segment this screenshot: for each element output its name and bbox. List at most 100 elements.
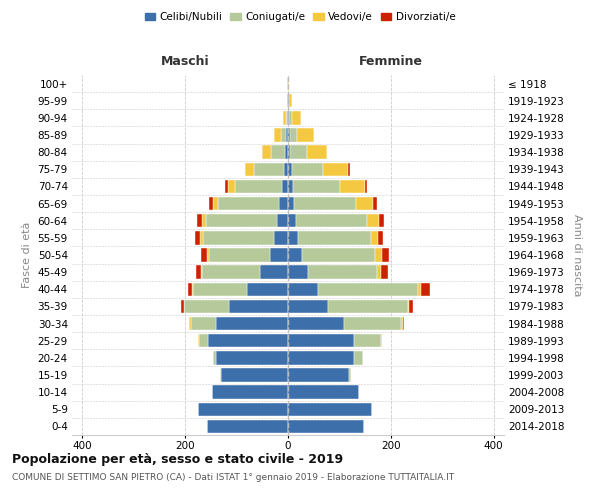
- Bar: [191, 317, 216, 330]
- Bar: [288, 162, 292, 176]
- Bar: [308, 266, 377, 279]
- Bar: [277, 214, 288, 228]
- Bar: [235, 180, 282, 193]
- Bar: [274, 128, 281, 141]
- Bar: [378, 231, 383, 244]
- Bar: [354, 334, 380, 347]
- Bar: [216, 317, 288, 330]
- Bar: [288, 214, 296, 228]
- Bar: [293, 197, 356, 210]
- Legend: Celibi/Nubili, Coniugati/e, Vedovi/e, Divorziati/e: Celibi/Nubili, Coniugati/e, Vedovi/e, Di…: [140, 8, 460, 26]
- Bar: [189, 317, 191, 330]
- Bar: [288, 77, 289, 90]
- Bar: [323, 162, 348, 176]
- Bar: [198, 402, 288, 416]
- Bar: [192, 282, 193, 296]
- Bar: [288, 197, 293, 210]
- Bar: [289, 111, 292, 124]
- Bar: [229, 300, 288, 313]
- Y-axis label: Anni di nascita: Anni di nascita: [572, 214, 582, 296]
- Bar: [247, 282, 288, 296]
- Bar: [376, 248, 382, 262]
- Bar: [381, 266, 388, 279]
- Bar: [195, 231, 200, 244]
- Bar: [421, 282, 430, 296]
- Bar: [328, 300, 408, 313]
- Bar: [288, 420, 364, 433]
- Bar: [216, 351, 288, 364]
- Bar: [181, 300, 184, 313]
- Bar: [218, 197, 279, 210]
- Bar: [228, 180, 235, 193]
- Bar: [271, 146, 286, 159]
- Bar: [260, 266, 288, 279]
- Bar: [290, 128, 297, 141]
- Bar: [288, 248, 302, 262]
- Bar: [380, 334, 382, 347]
- Y-axis label: Fasce di età: Fasce di età: [22, 222, 32, 288]
- Bar: [373, 197, 377, 210]
- Bar: [377, 266, 381, 279]
- Bar: [288, 231, 298, 244]
- Text: Femmine: Femmine: [359, 55, 423, 68]
- Bar: [348, 162, 350, 176]
- Bar: [367, 214, 379, 228]
- Bar: [354, 351, 363, 364]
- Bar: [418, 282, 421, 296]
- Bar: [274, 231, 288, 244]
- Bar: [292, 111, 301, 124]
- Bar: [288, 334, 354, 347]
- Bar: [382, 248, 389, 262]
- Bar: [288, 402, 372, 416]
- Bar: [297, 128, 314, 141]
- Bar: [288, 146, 290, 159]
- Bar: [288, 386, 359, 399]
- Bar: [409, 300, 413, 313]
- Bar: [281, 128, 286, 141]
- Bar: [302, 248, 376, 262]
- Bar: [288, 266, 308, 279]
- Bar: [293, 180, 340, 193]
- Bar: [201, 248, 207, 262]
- Bar: [196, 266, 200, 279]
- Bar: [197, 214, 202, 228]
- Bar: [288, 368, 349, 382]
- Bar: [221, 368, 288, 382]
- Bar: [408, 300, 409, 313]
- Bar: [286, 128, 288, 141]
- Bar: [290, 146, 307, 159]
- Bar: [209, 248, 270, 262]
- Bar: [284, 162, 288, 176]
- Bar: [200, 231, 203, 244]
- Bar: [200, 266, 202, 279]
- Bar: [286, 146, 288, 159]
- Bar: [202, 266, 260, 279]
- Bar: [283, 111, 286, 124]
- Text: Maschi: Maschi: [161, 55, 209, 68]
- Bar: [344, 317, 401, 330]
- Bar: [286, 111, 287, 124]
- Bar: [356, 197, 373, 210]
- Bar: [292, 162, 323, 176]
- Bar: [184, 300, 229, 313]
- Bar: [288, 282, 318, 296]
- Bar: [193, 282, 247, 296]
- Bar: [288, 351, 354, 364]
- Bar: [288, 128, 290, 141]
- Bar: [198, 334, 199, 347]
- Bar: [220, 368, 221, 382]
- Bar: [207, 248, 209, 262]
- Bar: [199, 334, 208, 347]
- Bar: [349, 368, 351, 382]
- Bar: [245, 162, 254, 176]
- Bar: [289, 94, 292, 108]
- Bar: [262, 146, 271, 159]
- Bar: [403, 317, 404, 330]
- Bar: [379, 214, 383, 228]
- Bar: [288, 300, 328, 313]
- Bar: [209, 197, 213, 210]
- Bar: [208, 334, 288, 347]
- Bar: [206, 214, 277, 228]
- Bar: [288, 317, 344, 330]
- Bar: [270, 248, 288, 262]
